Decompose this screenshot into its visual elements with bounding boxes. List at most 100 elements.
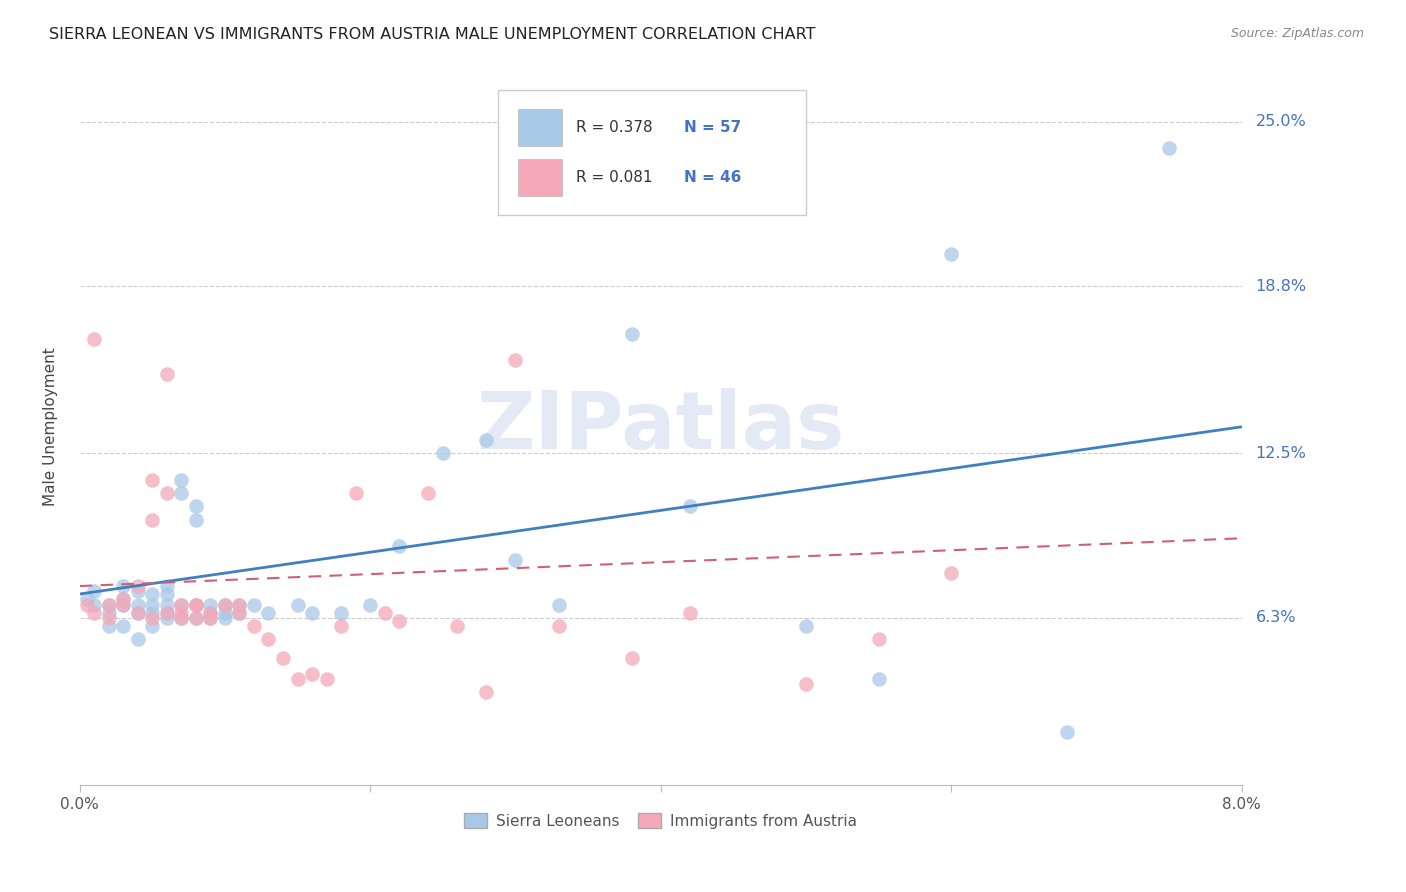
Point bbox=[112, 579, 135, 593]
Point bbox=[868, 632, 890, 647]
Point bbox=[868, 672, 890, 686]
Point bbox=[620, 650, 643, 665]
Point bbox=[475, 685, 498, 699]
Point bbox=[97, 611, 120, 625]
Point bbox=[200, 598, 222, 612]
Point bbox=[112, 598, 135, 612]
Point bbox=[200, 606, 222, 620]
Point bbox=[287, 672, 309, 686]
Point bbox=[127, 584, 149, 599]
Point bbox=[112, 592, 135, 607]
Point bbox=[112, 598, 135, 612]
Point bbox=[156, 606, 179, 620]
Point bbox=[141, 587, 163, 601]
Point bbox=[475, 433, 498, 447]
Point bbox=[228, 598, 250, 612]
Point bbox=[127, 606, 149, 620]
Point bbox=[388, 614, 411, 628]
Point bbox=[170, 486, 193, 500]
Point bbox=[548, 598, 571, 612]
Point bbox=[184, 598, 207, 612]
Point bbox=[83, 584, 105, 599]
Text: R = 0.378: R = 0.378 bbox=[576, 120, 652, 135]
Point bbox=[301, 666, 323, 681]
Point bbox=[315, 672, 337, 686]
Point bbox=[127, 579, 149, 593]
Point bbox=[359, 598, 381, 612]
Point bbox=[156, 587, 179, 601]
Point bbox=[446, 619, 468, 633]
Point bbox=[214, 606, 236, 620]
Point bbox=[141, 513, 163, 527]
Point bbox=[243, 598, 266, 612]
Point bbox=[184, 611, 207, 625]
Point bbox=[156, 486, 179, 500]
Point bbox=[228, 606, 250, 620]
Text: ZIPatlas: ZIPatlas bbox=[477, 388, 845, 466]
Text: N = 57: N = 57 bbox=[683, 120, 741, 135]
Point bbox=[141, 473, 163, 487]
Point bbox=[548, 619, 571, 633]
Point bbox=[939, 566, 962, 580]
Point bbox=[170, 473, 193, 487]
Point bbox=[505, 353, 527, 368]
Point bbox=[170, 598, 193, 612]
Point bbox=[184, 513, 207, 527]
Point bbox=[271, 650, 294, 665]
Point bbox=[200, 606, 222, 620]
Point bbox=[228, 598, 250, 612]
Point bbox=[156, 367, 179, 381]
Point bbox=[97, 619, 120, 633]
FancyBboxPatch shape bbox=[517, 159, 562, 196]
Text: 6.3%: 6.3% bbox=[1256, 610, 1296, 625]
Text: Source: ZipAtlas.com: Source: ZipAtlas.com bbox=[1230, 27, 1364, 40]
Point bbox=[374, 606, 396, 620]
Point bbox=[214, 598, 236, 612]
Point bbox=[184, 598, 207, 612]
Point bbox=[184, 611, 207, 625]
Point bbox=[127, 598, 149, 612]
Point bbox=[184, 500, 207, 514]
Point bbox=[83, 606, 105, 620]
Point bbox=[505, 552, 527, 566]
Point bbox=[170, 598, 193, 612]
Point bbox=[1157, 141, 1180, 155]
Point bbox=[76, 598, 98, 612]
Point bbox=[97, 598, 120, 612]
Point bbox=[112, 619, 135, 633]
Point bbox=[1056, 725, 1078, 739]
Point bbox=[679, 606, 702, 620]
Point bbox=[156, 579, 179, 593]
Y-axis label: Male Unemployment: Male Unemployment bbox=[44, 347, 58, 506]
Point bbox=[939, 247, 962, 261]
Point bbox=[257, 606, 280, 620]
Point bbox=[228, 606, 250, 620]
Point bbox=[170, 606, 193, 620]
Text: R = 0.081: R = 0.081 bbox=[576, 170, 652, 185]
Text: 18.8%: 18.8% bbox=[1256, 278, 1306, 293]
Text: N = 46: N = 46 bbox=[683, 170, 741, 185]
Text: SIERRA LEONEAN VS IMMIGRANTS FROM AUSTRIA MALE UNEMPLOYMENT CORRELATION CHART: SIERRA LEONEAN VS IMMIGRANTS FROM AUSTRI… bbox=[49, 27, 815, 42]
Point bbox=[141, 611, 163, 625]
Point bbox=[156, 598, 179, 612]
Point bbox=[127, 632, 149, 647]
Point bbox=[200, 611, 222, 625]
Point bbox=[257, 632, 280, 647]
Point bbox=[156, 606, 179, 620]
Point bbox=[214, 598, 236, 612]
Point bbox=[243, 619, 266, 633]
Point bbox=[83, 332, 105, 346]
Point bbox=[344, 486, 367, 500]
Point bbox=[418, 486, 440, 500]
Legend: Sierra Leoneans, Immigrants from Austria: Sierra Leoneans, Immigrants from Austria bbox=[458, 806, 863, 835]
Point bbox=[97, 598, 120, 612]
Text: 25.0%: 25.0% bbox=[1256, 114, 1306, 129]
Point bbox=[184, 598, 207, 612]
Point bbox=[330, 619, 353, 633]
Point bbox=[112, 592, 135, 607]
Point bbox=[156, 611, 179, 625]
Point bbox=[170, 611, 193, 625]
Point bbox=[83, 598, 105, 612]
Point bbox=[170, 611, 193, 625]
Point bbox=[794, 619, 817, 633]
